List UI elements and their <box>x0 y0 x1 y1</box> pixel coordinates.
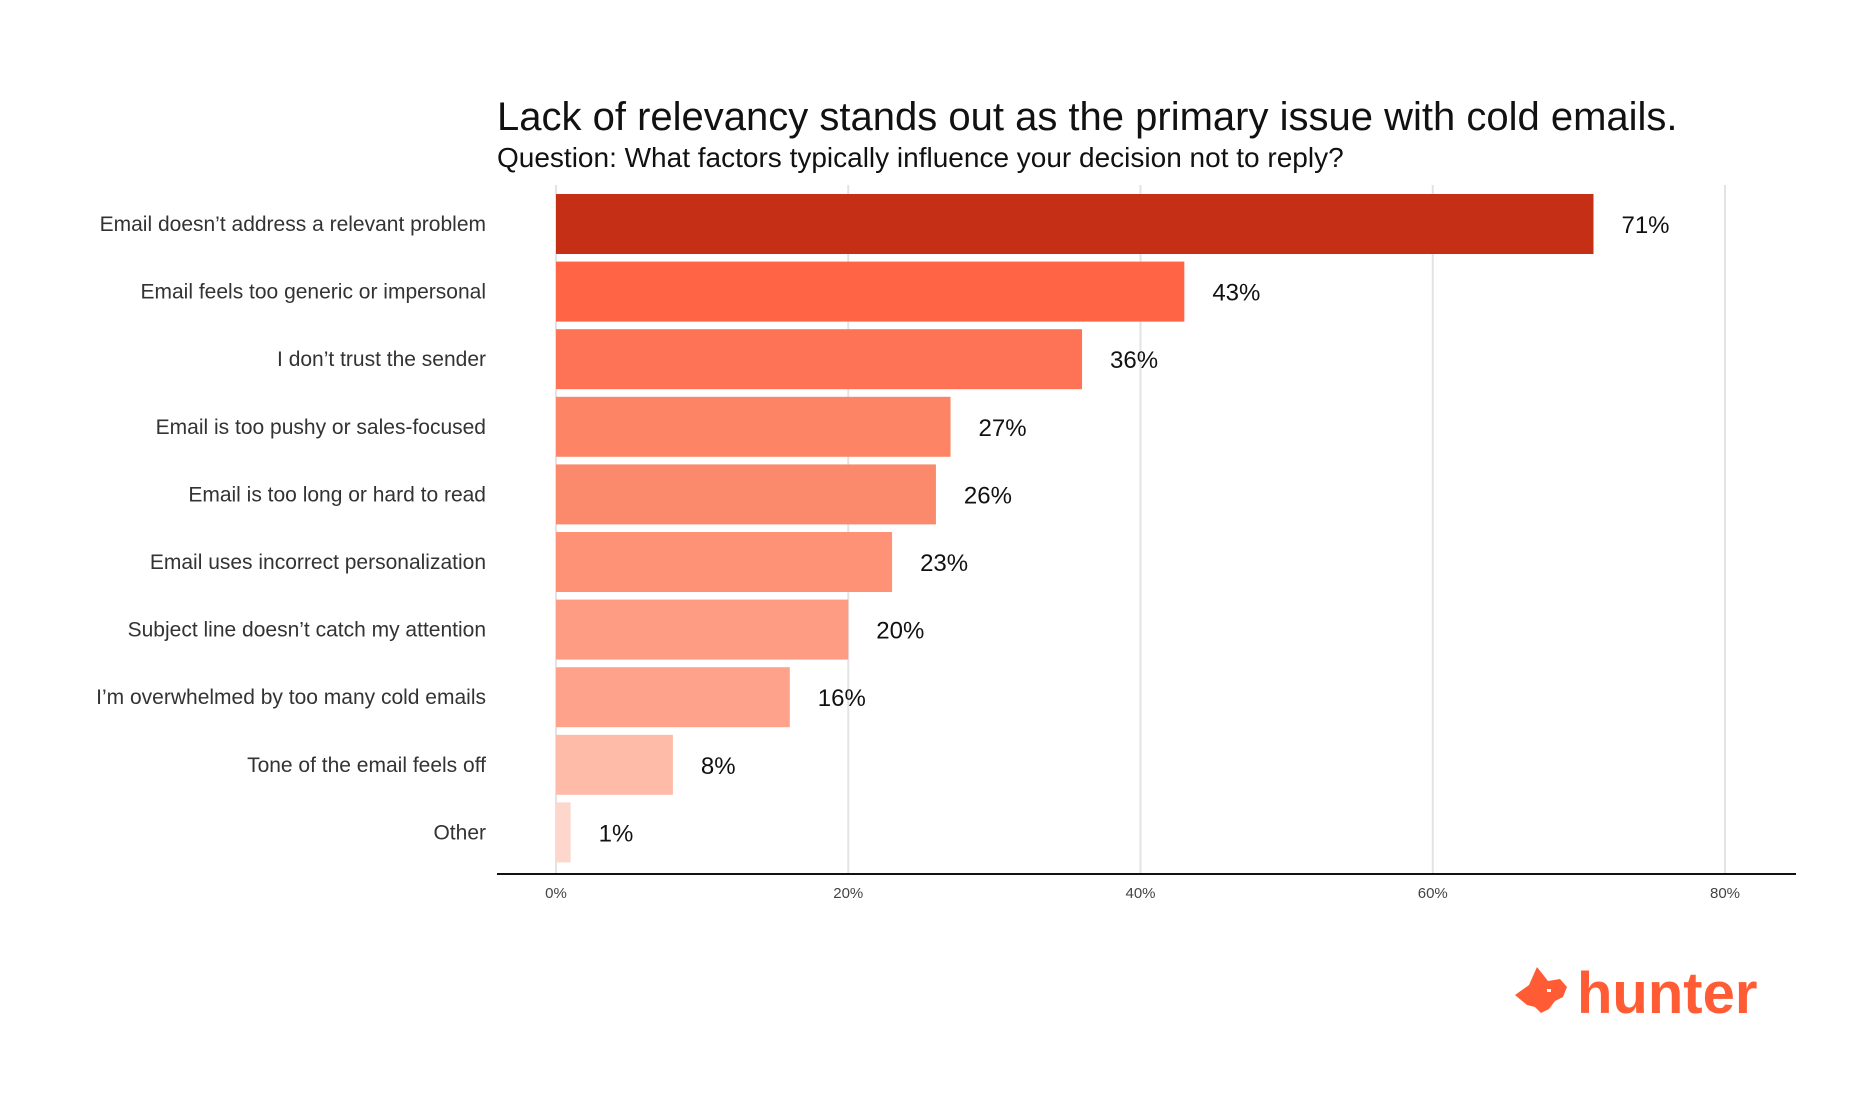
category-label: Email feels too generic or impersonal <box>141 281 487 304</box>
chart-subtitle: Question: What factors typically influen… <box>497 142 1344 173</box>
x-tick-label: 60% <box>1418 885 1448 902</box>
category-label: I don’t trust the sender <box>277 348 486 371</box>
bar <box>556 599 849 660</box>
value-label: 23% <box>920 550 968 577</box>
value-label: 36% <box>1110 347 1158 374</box>
chart-title: Lack of relevancy stands out as the prim… <box>497 95 1678 139</box>
category-label: Email is too long or hard to read <box>188 483 486 506</box>
value-labels: 71% 43% 36% 27% 26% 23% 20% 16% 8% 1% <box>599 212 1670 847</box>
category-label: Other <box>433 821 486 844</box>
bar <box>556 532 893 592</box>
category-label: Email uses incorrect personalization <box>150 551 486 574</box>
bar <box>556 667 790 728</box>
fox-head-icon <box>1515 967 1567 1013</box>
bar <box>556 464 936 525</box>
category-labels: Email doesn’t address a relevant problem… <box>96 213 486 844</box>
bar <box>556 194 1594 254</box>
value-label: 20% <box>876 618 924 645</box>
x-axis-ticks: 0% 20% 40% 60% 80% <box>545 885 1740 902</box>
bar <box>556 261 1185 322</box>
value-label: 16% <box>818 685 866 712</box>
value-label: 26% <box>964 482 1012 509</box>
category-label: I’m overwhelmed by too many cold emails <box>96 686 486 709</box>
brand-name: hunter <box>1577 961 1757 1026</box>
value-label: 43% <box>1212 280 1260 307</box>
bar <box>556 802 571 863</box>
bar <box>556 329 1083 390</box>
bars <box>556 194 1594 863</box>
category-label: Email doesn’t address a relevant problem <box>100 213 486 236</box>
value-label: 8% <box>701 753 736 780</box>
category-label: Tone of the email feels off <box>247 754 486 777</box>
brand-logo: hunter <box>1515 961 1757 1026</box>
x-tick-label: 20% <box>833 885 863 902</box>
category-label: Subject line doesn’t catch my attention <box>128 619 486 642</box>
value-label: 71% <box>1621 212 1669 239</box>
x-tick-label: 80% <box>1710 885 1740 902</box>
value-label: 27% <box>979 415 1027 442</box>
x-tick-label: 40% <box>1125 885 1155 902</box>
x-tick-label: 0% <box>545 885 567 902</box>
value-label: 1% <box>599 820 634 847</box>
bar <box>556 734 673 795</box>
bar <box>556 396 951 457</box>
category-label: Email is too pushy or sales-focused <box>156 416 486 439</box>
